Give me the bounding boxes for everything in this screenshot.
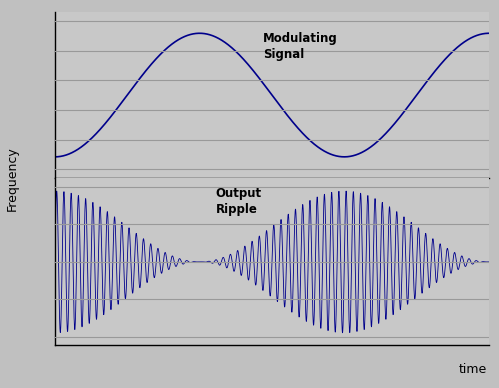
Text: Output
Ripple: Output Ripple — [216, 187, 261, 216]
Text: Modulating
Signal: Modulating Signal — [263, 32, 338, 61]
Text: Frequency: Frequency — [6, 146, 19, 211]
Text: time: time — [458, 363, 487, 376]
